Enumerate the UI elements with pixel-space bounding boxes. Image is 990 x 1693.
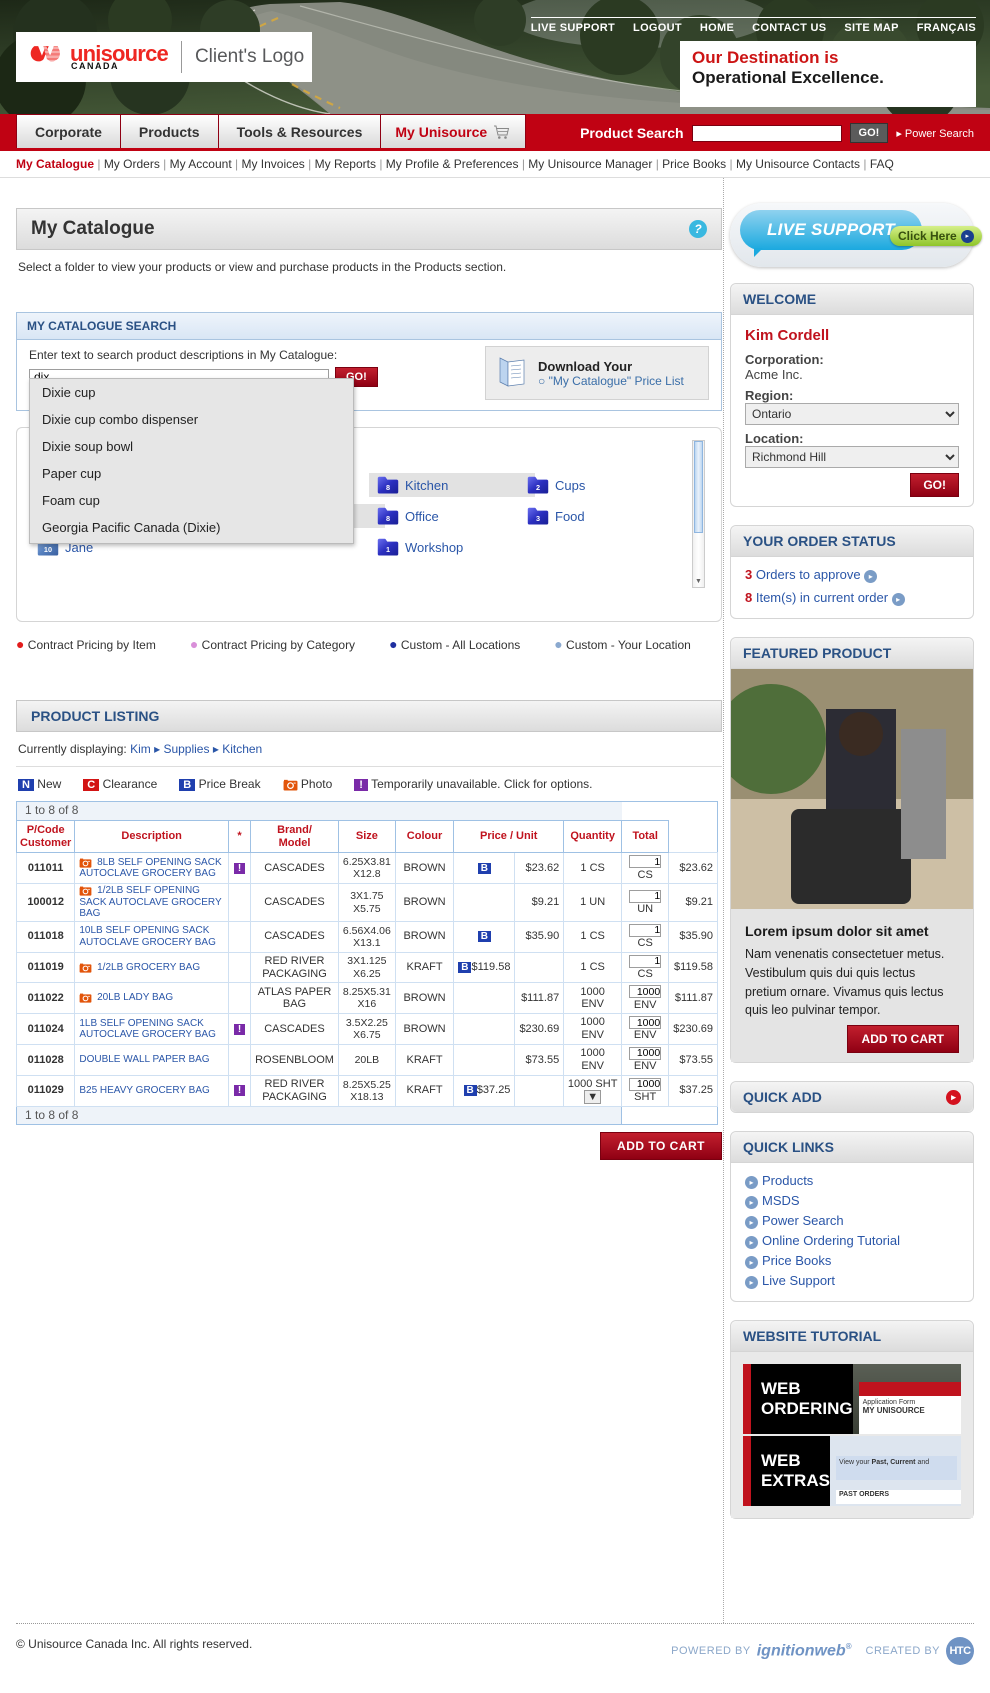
svg-text:8: 8	[386, 482, 390, 491]
svg-text:10: 10	[44, 544, 52, 553]
svg-text:2: 2	[536, 482, 540, 491]
svg-text:1: 1	[386, 544, 390, 553]
svg-text:3: 3	[536, 513, 540, 522]
svg-text:8: 8	[386, 513, 390, 522]
